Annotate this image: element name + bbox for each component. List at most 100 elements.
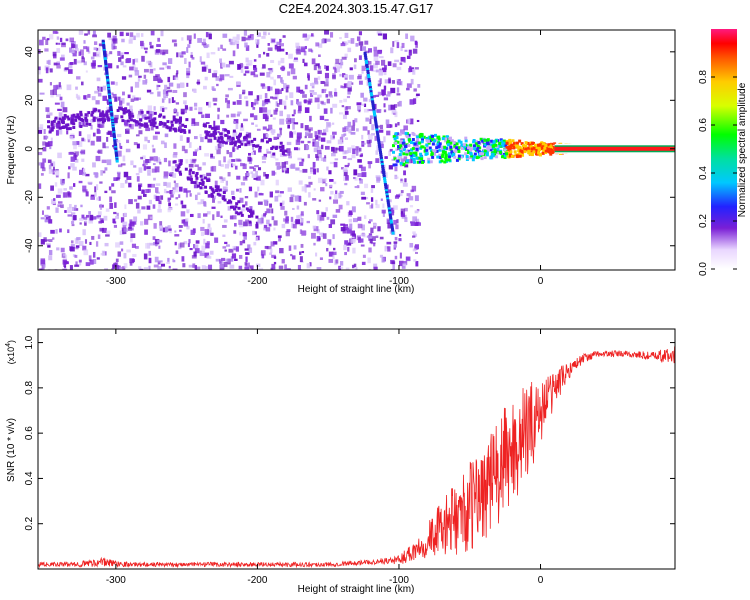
heatmap-cell [196, 266, 201, 270]
heatmap-cell [275, 158, 279, 161]
heatmap-cell [179, 116, 183, 120]
heatmap-cell [382, 175, 386, 179]
heatmap-cell [332, 135, 335, 139]
heatmap-cell [369, 219, 373, 222]
heatmap-cell [204, 153, 210, 157]
heatmap-cell [79, 117, 83, 121]
heatmap-cell [316, 168, 319, 173]
heatmap-cell [179, 242, 185, 248]
heatmap-cell [219, 264, 224, 268]
heatmap-cell [166, 182, 171, 188]
heatmap-cell [167, 76, 171, 83]
heatmap-cell [149, 216, 154, 219]
heatmap-cell [149, 92, 154, 95]
heatmap-cell [142, 144, 148, 150]
heatmap-cell [79, 169, 83, 175]
heatmap-cell [38, 69, 41, 75]
heatmap-cell [247, 35, 252, 39]
y-tick-label: -40 [24, 238, 35, 253]
heatmap-cell [212, 190, 216, 194]
heatmap-cell [350, 230, 356, 236]
heatmap-cell [523, 150, 527, 154]
heatmap-cell [400, 147, 404, 151]
heatmap-cell [235, 202, 239, 206]
heatmap-cell [410, 156, 414, 160]
heatmap-cell [81, 81, 84, 86]
heatmap-cell [81, 57, 85, 63]
heatmap-cell [475, 156, 479, 160]
heatmap-cell [409, 65, 412, 71]
y-tick-label: -20 [24, 190, 35, 205]
heatmap-cell [180, 108, 185, 115]
heatmap-cell [201, 250, 205, 253]
heatmap-cell [172, 154, 178, 158]
heatmap-cell [184, 108, 188, 114]
heatmap-cell [167, 89, 172, 93]
heatmap-cell [501, 144, 505, 148]
heatmap-cell [136, 114, 141, 120]
heatmap-cell [48, 34, 54, 40]
heatmap-cell [378, 129, 384, 133]
heatmap-cell [418, 160, 422, 164]
heatmap-cell [204, 136, 208, 140]
heatmap-cell [333, 181, 337, 185]
heatmap-cell [242, 204, 246, 208]
y-tick-label: 0.2 [24, 516, 35, 530]
heatmap-cell [391, 80, 396, 84]
heatmap-cell [311, 33, 314, 37]
heatmap-cell [342, 155, 347, 159]
heatmap-cell [293, 122, 299, 125]
heatmap-cell [309, 115, 312, 122]
heatmap-cell [219, 135, 223, 139]
heatmap-cell [234, 205, 238, 209]
heatmap-cell [124, 179, 128, 184]
heatmap-cell [231, 137, 235, 141]
heatmap-cell [299, 161, 304, 167]
heatmap-cell [50, 94, 54, 98]
heatmap-cell [168, 82, 174, 87]
heatmap-cell [274, 46, 278, 51]
heatmap-cell [344, 137, 349, 140]
heatmap-cell [184, 58, 187, 64]
heatmap-cell [179, 82, 185, 88]
heatmap-cell [88, 182, 93, 185]
heatmap-cell [379, 152, 383, 156]
heatmap-cell [272, 152, 276, 156]
heatmap-cell [237, 135, 241, 139]
heatmap-cell [310, 83, 315, 87]
heatmap-cell [82, 245, 87, 251]
heatmap-cell [370, 188, 374, 193]
heatmap-cell [291, 114, 295, 117]
heatmap-cell [289, 197, 294, 203]
heatmap-cell [401, 150, 404, 155]
heatmap-cell [375, 94, 380, 97]
heatmap-cell [82, 115, 86, 121]
heatmap-cell [249, 141, 253, 146]
heatmap-cell [79, 222, 82, 225]
heatmap-cell [238, 64, 241, 70]
heatmap-cell [415, 261, 419, 267]
heatmap-cell [137, 195, 142, 200]
heatmap-cell [332, 131, 337, 135]
heatmap-cell [515, 144, 519, 148]
heatmap-cell [258, 148, 262, 153]
heatmap-cell [351, 82, 354, 85]
heatmap-cell [43, 135, 48, 140]
heatmap-cell [122, 225, 127, 230]
heatmap-cell [403, 125, 408, 131]
heatmap-cell [210, 166, 214, 172]
heatmap-cell [317, 129, 321, 135]
heatmap-cell [301, 158, 305, 162]
heatmap-cell [138, 268, 142, 270]
heatmap-cell [44, 218, 50, 223]
heatmap-cell [427, 160, 431, 164]
heatmap-cell [300, 140, 305, 144]
heatmap-cell [357, 223, 363, 229]
heatmap-cell [254, 98, 259, 105]
heatmap-cell [188, 129, 191, 134]
heatmap-cell [235, 123, 239, 130]
heatmap-cell [455, 146, 459, 150]
heatmap-cell [217, 114, 220, 120]
heatmap-cell [317, 63, 320, 68]
heatmap-cell [244, 196, 249, 199]
